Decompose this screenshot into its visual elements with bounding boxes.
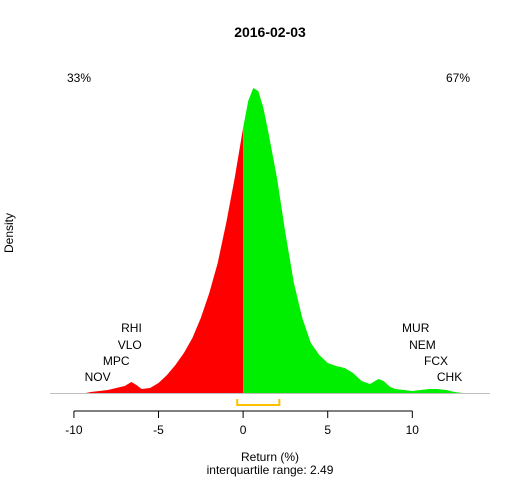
ticker-label: CHK xyxy=(437,370,462,384)
positive-density-area xyxy=(243,88,464,393)
ticker-label: RHI xyxy=(121,321,142,335)
chart-title: 2016-02-03 xyxy=(234,24,306,40)
ticker-label: VLO xyxy=(118,338,142,352)
x-tick-label: 5 xyxy=(324,423,331,437)
ticker-label: MUR xyxy=(402,321,430,335)
ticker-label: NEM xyxy=(409,338,436,352)
positive-share-label: 67% xyxy=(446,71,470,85)
negative-share-label: 33% xyxy=(67,71,91,85)
y-axis-label: Density xyxy=(2,213,16,253)
iqr-subtitle: interquartile range: 2.49 xyxy=(207,463,334,477)
x-axis-label: Return (%) xyxy=(241,450,299,464)
ticker-label: NOV xyxy=(85,370,111,384)
ticker-label: MPC xyxy=(103,354,130,368)
negative-density-area xyxy=(85,128,244,393)
x-tick-label: -5 xyxy=(153,423,164,437)
iqr-value: 2.49 xyxy=(310,463,334,477)
x-tick-label: 0 xyxy=(240,423,247,437)
iqr-bracket xyxy=(236,399,281,406)
iqr-subtitle-label: interquartile range: xyxy=(207,463,307,477)
x-axis-ticks: -10 -5 0 5 10 xyxy=(65,411,419,437)
left-annotations: RHI VLO MPC NOV xyxy=(85,321,142,384)
x-tick-label: -10 xyxy=(65,423,83,437)
x-tick-label: 10 xyxy=(406,423,420,437)
right-annotations: MUR NEM FCX CHK xyxy=(402,321,462,384)
ticker-label: FCX xyxy=(424,354,448,368)
